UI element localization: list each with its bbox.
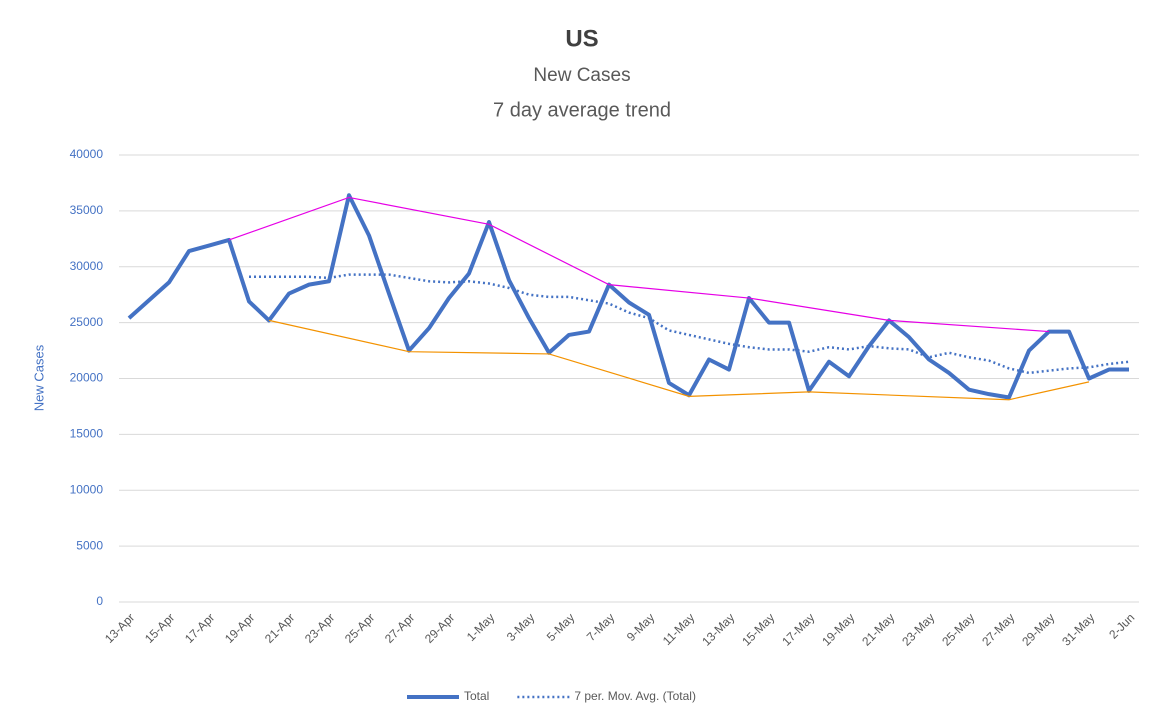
x-tick-label: 27-May [979,610,1017,648]
x-tick-label: 23-Apr [302,610,337,645]
x-tick-label: 15-Apr [142,610,177,645]
x-tick-label: 29-May [1019,610,1057,648]
y-tick-label: 25000 [70,315,104,329]
x-tick-label: 1-May [464,610,497,643]
line-series [228,196,1050,333]
y-tick-label: 15000 [70,427,104,441]
y-tick-label: 40000 [70,147,104,161]
legend-label: Total [464,689,489,703]
chart-subtitle: New Cases [533,65,630,86]
x-tick-label: 31-May [1059,610,1097,648]
x-tick-label: 25-Apr [342,610,377,645]
x-tick-label: 27-Apr [382,610,417,645]
line-series [249,273,1130,375]
y-tick-label: 30000 [70,259,104,273]
chart-subtitle: 7 day average trend [493,99,671,121]
x-tick-label: 21-Apr [262,610,297,645]
x-tick-label: 19-Apr [222,610,257,645]
x-tick-label: 19-May [819,610,857,648]
y-tick-label: 10000 [70,482,104,496]
x-tick-label: 2-Jun [1106,610,1137,641]
legend-label: 7 per. Mov. Avg. (Total) [574,689,696,703]
x-tick-label: 11-May [660,610,698,648]
x-tick-label: 23-May [899,610,937,648]
x-tick-label: 15-May [739,610,777,648]
x-tick-label: 9-May [624,610,657,643]
x-tick-label: 17-May [779,610,817,648]
x-tick-label: 21-May [859,610,897,648]
x-tick-label: 7-May [584,610,617,643]
chart-title: US [565,25,598,52]
y-tick-label: 35000 [70,203,104,217]
y-tick-label: 20000 [70,371,104,385]
x-tick-label: 5-May [544,610,577,643]
line-series [127,193,1129,400]
x-tick-label: 29-Apr [422,610,457,645]
y-tick-label: 0 [96,594,103,608]
line-series [268,319,1090,401]
x-tick-label: 25-May [939,610,977,648]
y-axis-label: New Cases [31,344,46,411]
x-tick-label: 17-Apr [182,610,217,645]
x-tick-label: 3-May [504,610,537,643]
y-tick-label: 5000 [76,538,103,552]
x-tick-label: 13-Apr [102,610,137,645]
x-tick-label: 13-May [699,610,737,648]
